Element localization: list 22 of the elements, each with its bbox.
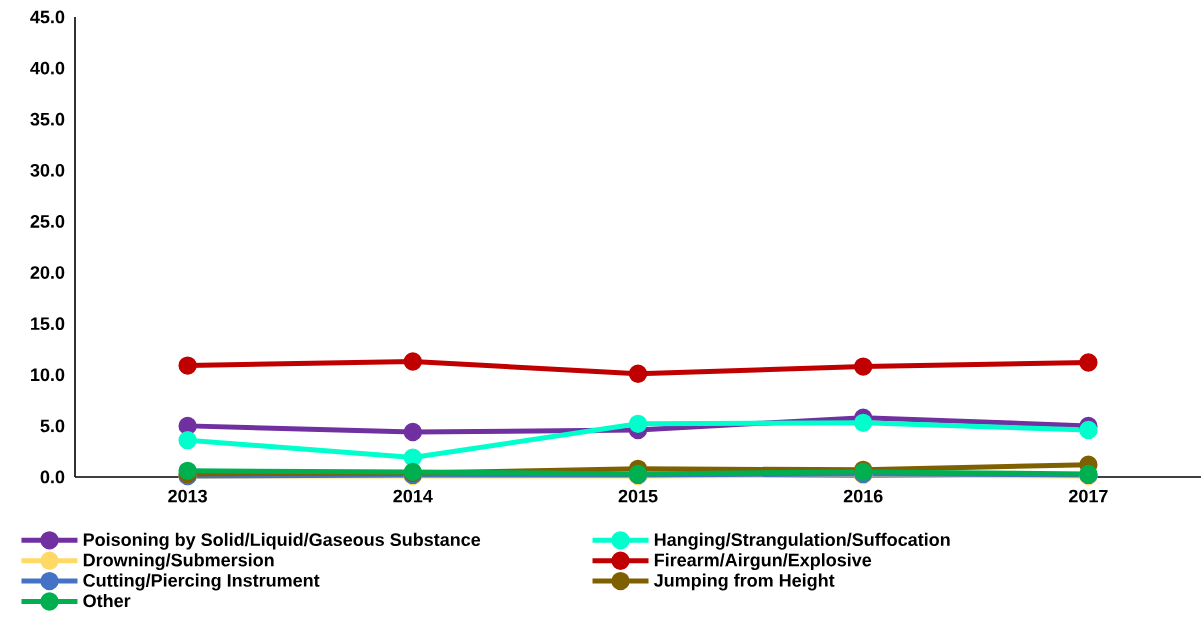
- x-tick-label: 2013: [168, 489, 207, 503]
- x-tick-label: 2017: [1069, 489, 1108, 503]
- legend-label: Cutting/Piercing Instrument: [83, 573, 320, 591]
- legend-label: Firearm/Airgun/Explosive: [654, 553, 872, 571]
- y-tick-label: 35.0: [30, 112, 65, 126]
- legend-label: Drowning/Submersion: [83, 553, 274, 571]
- x-tick-label: 2015: [618, 489, 658, 503]
- y-tick-label: 20.0: [30, 266, 65, 279]
- legend-label: Other: [83, 593, 131, 608]
- y-tick-label: 30.0: [30, 163, 65, 177]
- legend-label: Hanging/Strangulation/Suffocation: [654, 532, 950, 550]
- y-tick-label: 45.0: [30, 10, 65, 24]
- y-tick-label: 10.0: [31, 368, 65, 382]
- y-tick-label: 15.0: [31, 317, 65, 331]
- x-tick-label: 2016: [843, 489, 883, 503]
- y-tick-label: 25.0: [30, 215, 65, 228]
- y-tick-label: 0.0: [40, 470, 65, 484]
- legend-label: Jumping from Height: [653, 573, 835, 591]
- legend-label: Poisoning by Solid/Liquid/Gaseous Substance: [83, 532, 481, 550]
- y-tick-label: 40.0: [30, 61, 65, 75]
- x-tick-label: 2014: [393, 489, 433, 503]
- y-tick-label: 5.0: [40, 419, 65, 433]
